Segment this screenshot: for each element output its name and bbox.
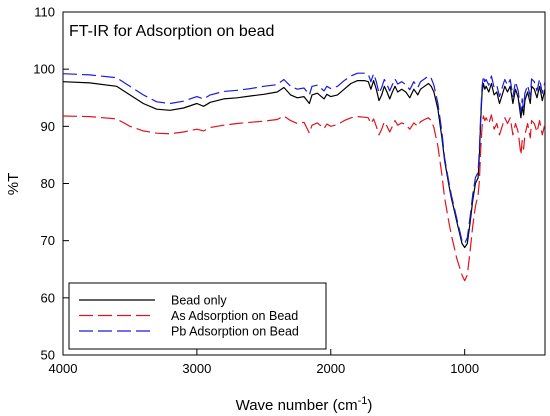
- y-tick-label: 50: [41, 348, 55, 363]
- x-tick-label: 1000: [450, 361, 479, 376]
- x-axis-title: Wave number (cm-1): [236, 395, 373, 414]
- series-layer: [63, 72, 545, 282]
- series-line-3: [63, 72, 545, 245]
- legend-label-1: Bead only: [171, 294, 227, 308]
- y-tick-label: 100: [33, 62, 55, 77]
- y-tick-label: 110: [34, 5, 55, 20]
- y-tick-label: 60: [41, 290, 55, 305]
- x-tick-label: 3000: [182, 361, 211, 376]
- y-tick-label: 80: [41, 176, 55, 191]
- series-line-2: [63, 114, 545, 282]
- x-axis-title-close: ): [367, 397, 372, 414]
- legend-label-3: Pb Adsorption on Bead: [171, 325, 299, 339]
- legend-label-2: As Adsorption on Bead: [171, 309, 298, 323]
- x-axis-title-main: Wave number (cm: [236, 397, 358, 414]
- y-axis: 50 60 70 80 90 100 110: [33, 5, 69, 363]
- x-tick-label: 4000: [49, 361, 78, 376]
- chart-title: FT-IR for Adsorption on bead: [69, 23, 274, 40]
- series-line-1: [63, 79, 545, 249]
- y-axis-title: %T: [5, 173, 22, 196]
- y-tick-label: 90: [41, 119, 55, 134]
- y-tick-label: 70: [41, 233, 55, 248]
- x-axis-title-sup: -1: [358, 395, 368, 407]
- x-tick-label: 2000: [316, 361, 345, 376]
- x-axis: 4000 3000 2000 1000: [49, 349, 479, 376]
